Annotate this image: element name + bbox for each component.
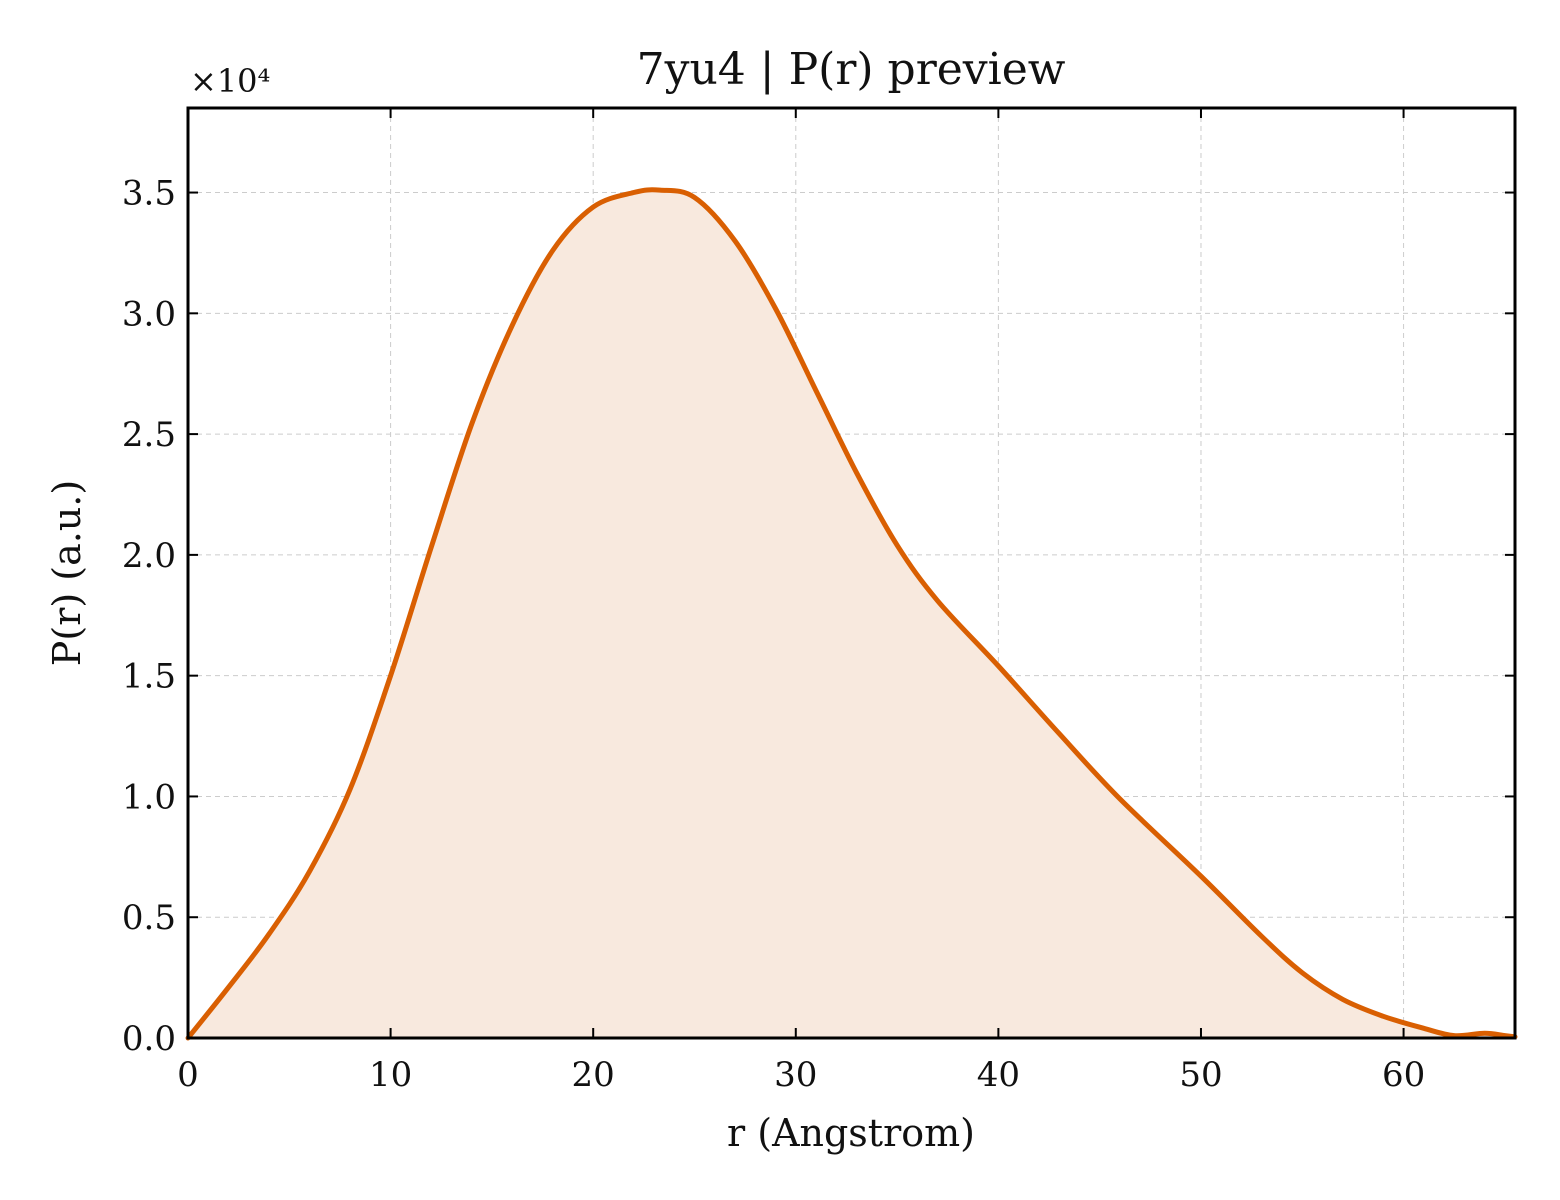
y-tick-label: 3.0 <box>122 294 176 334</box>
y-axis-label: P(r) (a.u.) <box>45 480 89 666</box>
x-tick-label: 20 <box>572 1055 615 1095</box>
y-tick-label: 2.5 <box>122 415 176 455</box>
chart-title: 7yu4 | P(r) preview <box>637 44 1066 95</box>
x-tick-label: 60 <box>1382 1055 1425 1095</box>
area-fill <box>188 189 1515 1038</box>
ticks: 0 10 20 30 40 50 60 0.0 0.5 1.0 1.5 2.0 2.5 3.0 3.5 <box>122 108 1515 1095</box>
y-tick-label: 0.0 <box>122 1019 176 1059</box>
y-tick-label: 0.5 <box>122 898 176 938</box>
y-tick-label: 3.5 <box>122 174 176 214</box>
x-tick-label: 40 <box>977 1055 1020 1095</box>
y-tick-label: 1.0 <box>122 777 176 817</box>
x-tick-label: 0 <box>177 1055 199 1095</box>
x-tick-label: 30 <box>774 1055 817 1095</box>
x-axis-label: r (Angstrom) <box>727 1111 975 1155</box>
y-tick-label: 1.5 <box>122 657 176 697</box>
series-line <box>185 187 1518 1041</box>
plot-frame <box>186 106 1517 1040</box>
x-tick-label: 50 <box>1179 1055 1222 1095</box>
y-tick-label: 2.0 <box>122 536 176 576</box>
y-offset-label: ×10⁴ <box>190 62 270 100</box>
x-tick-label: 10 <box>369 1055 412 1095</box>
